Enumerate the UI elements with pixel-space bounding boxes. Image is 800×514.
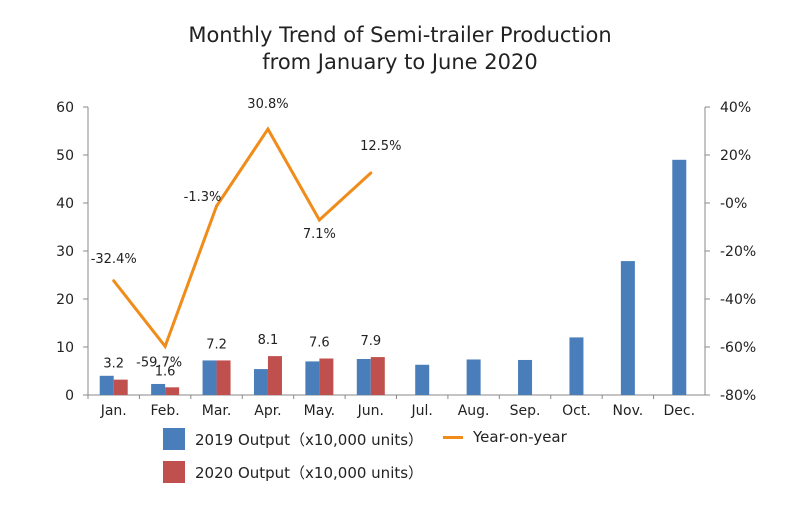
bar-2019 xyxy=(356,359,371,395)
bar-2019 xyxy=(202,360,217,395)
y-left-tick-label: 30 xyxy=(56,244,74,260)
yoy-point xyxy=(266,127,270,131)
y-right-tick-label: -0% xyxy=(720,196,747,212)
x-tick-label: Feb. xyxy=(151,403,180,419)
chart-title-line-1: Monthly Trend of Semi-trailer Production xyxy=(188,23,612,47)
bar-2019 xyxy=(620,261,635,395)
yoy-point xyxy=(369,171,373,175)
yoy-point xyxy=(215,204,219,208)
x-tick-label: Jun. xyxy=(357,403,384,419)
x-tick-label: Aug. xyxy=(458,403,490,419)
bar-2019 xyxy=(253,369,268,395)
yoy-data-label: 12.5% xyxy=(360,139,401,154)
bar-2020-data-label: 3.2 xyxy=(103,357,124,372)
y-right-tick-label: 40% xyxy=(720,100,751,116)
yoy-data-label: -32.4% xyxy=(91,252,137,267)
yoy-data-label: 30.8% xyxy=(247,97,288,112)
yoy-point xyxy=(317,218,321,222)
chart-yoy-line xyxy=(112,126,373,350)
chart-title: Monthly Trend of Semi-trailer Production… xyxy=(0,22,800,76)
bar-2019 xyxy=(415,364,430,395)
bar-2019 xyxy=(518,359,533,395)
x-tick-label: Apr. xyxy=(254,403,281,419)
y-left-tick-label: 0 xyxy=(65,388,74,404)
y-right-tick-label: -40% xyxy=(720,292,756,308)
bar-2020-data-label: 1.6 xyxy=(155,364,176,379)
x-tick-label: Jan. xyxy=(100,403,127,419)
yoy-data-label: 7.1% xyxy=(303,227,336,242)
bar-2020-data-label: 7.9 xyxy=(360,334,381,349)
yoy-point xyxy=(163,344,167,348)
chart-title-line-2: from January to June 2020 xyxy=(262,50,538,74)
bar-2020 xyxy=(113,379,128,395)
x-tick-label: Sep. xyxy=(510,403,541,419)
y-left-tick-label: 10 xyxy=(56,340,74,356)
bar-2020 xyxy=(267,356,282,395)
bar-2019 xyxy=(672,159,687,395)
chart-bars xyxy=(99,159,687,395)
y-left-tick-label: 40 xyxy=(56,196,74,212)
yoy-data-label: -59.7% xyxy=(136,355,182,370)
bar-2019 xyxy=(305,361,320,395)
yoy-data-label: -1.3% xyxy=(184,190,222,205)
y-left-tick-label: 60 xyxy=(56,100,74,116)
chart-axes: 0 10 20 30 40 50 60 -80% -60% -40% -20% -0% 20% 40% Ja… xyxy=(56,100,756,419)
y-right-tick-label: -80% xyxy=(720,388,756,404)
x-tick-label: Mar. xyxy=(202,403,232,419)
bar-2020 xyxy=(165,387,180,395)
bar-2019 xyxy=(99,375,114,395)
bar-2019 xyxy=(569,337,584,395)
bar-2020-data-label: 7.6 xyxy=(309,336,330,351)
bar-2019 xyxy=(151,383,166,395)
bar-2020-data-label: 7.2 xyxy=(206,337,227,352)
yoy-point xyxy=(112,279,116,283)
bar-2020-data-label: 8.1 xyxy=(258,333,279,348)
x-tick-label: May. xyxy=(304,403,335,419)
x-tick-label: Oct. xyxy=(562,403,591,419)
x-tick-label: Jul. xyxy=(411,403,433,419)
chart-data-labels: 3.2 1.6 7.2 8.1 7.6 7.9 -32.4% -59.7% -1.3% 30.8%… xyxy=(91,97,402,379)
x-tick-label: Dec. xyxy=(664,403,696,419)
y-right-tick-label: -60% xyxy=(720,340,756,356)
y-left-tick-label: 20 xyxy=(56,292,74,308)
bar-2019 xyxy=(466,359,481,395)
y-right-tick-label: 20% xyxy=(720,148,751,164)
x-tick-label: Nov. xyxy=(613,403,644,419)
bar-2020 xyxy=(370,357,385,395)
yoy-series-line xyxy=(112,126,372,350)
y-right-tick-label: -20% xyxy=(720,244,756,260)
bar-2020 xyxy=(216,360,231,395)
y-left-tick-label: 50 xyxy=(56,148,74,164)
bar-2020 xyxy=(319,358,334,395)
